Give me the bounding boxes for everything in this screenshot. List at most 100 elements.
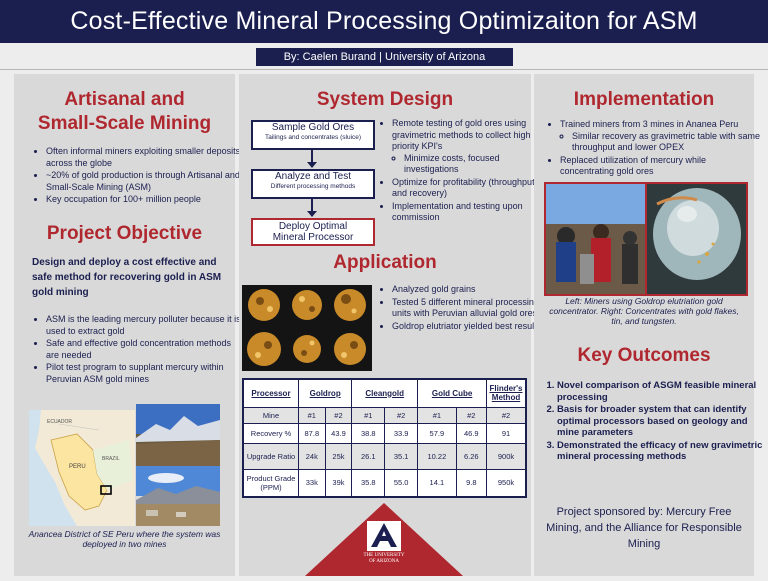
- table-cell: 900k: [486, 442, 527, 470]
- design-bullet: Optimize for profitability (throughput a…: [392, 177, 542, 200]
- right-column: Implementation Trained miners from 3 min…: [534, 74, 762, 576]
- flow-step-title: Sample Gold Ores: [271, 122, 355, 133]
- table-cell: #2: [486, 406, 527, 424]
- table-cell: 33k: [298, 468, 326, 498]
- author-banner: By: Caelen Burand | University of Arizon…: [256, 48, 513, 66]
- table-cell: 87.8: [298, 422, 326, 444]
- table-cell: 46.9: [455, 422, 488, 444]
- application-bullet: Tested 5 different mineral processing un…: [392, 297, 542, 320]
- design-bullet: Remote testing of gold ores using gravim…: [392, 118, 542, 176]
- anancea-marker: [100, 485, 112, 495]
- mountain-photo-1: [136, 404, 220, 466]
- table-cell: #2: [384, 406, 419, 424]
- application-heading: Application: [333, 252, 437, 273]
- asm-heading: Artisanal and Small-Scale Mining: [14, 88, 235, 136]
- table-cell: 35.1: [384, 442, 419, 470]
- concentrates-photo: [645, 182, 748, 296]
- asm-bullets: Often informal miners exploiting smaller…: [32, 146, 242, 207]
- application-bullet: Goldrop elutriator yielded best results: [392, 321, 542, 333]
- application-bullets: Analyzed gold grains Tested 5 different …: [378, 284, 542, 333]
- design-bullets: Remote testing of gold ores using gravim…: [378, 118, 542, 225]
- system-design-heading: System Design: [316, 89, 454, 110]
- table-cell: 57.9: [417, 422, 457, 444]
- table-cell: 10.22: [417, 442, 457, 470]
- table-cell: #1: [351, 406, 386, 424]
- table-header: Processor: [242, 378, 299, 408]
- table-cell: 14.1: [417, 468, 457, 498]
- table-cell: 35.8: [351, 468, 386, 498]
- map-caption: Anancea District of SE Peru where the sy…: [28, 529, 221, 549]
- flow-step-analyze: Analyze and Test Different processing me…: [251, 169, 375, 199]
- gold-grains-image: [242, 285, 372, 371]
- table-cell: 43.9: [324, 422, 353, 444]
- outcomes-list: Novel comparison of ASGM feasible minera…: [540, 380, 767, 464]
- table-cell: 26.1: [351, 442, 386, 470]
- table-cell: #1: [417, 406, 457, 424]
- objective-bullet: ASM is the leading mercury polluter beca…: [46, 314, 242, 337]
- table-cell: 39k: [324, 468, 353, 498]
- design-bullet-text: Remote testing of gold ores using gravim…: [392, 118, 531, 151]
- logo-line2: OF ARIZONA: [369, 559, 399, 564]
- table-row: Upgrade Ratio 24k 25k 26.1 35.1 10.22 6.…: [242, 442, 527, 470]
- design-bullet: Implementation and testing upon commissi…: [392, 201, 542, 224]
- asm-heading-line1: Artisanal and: [64, 89, 185, 110]
- implementation-caption: Left: Miners using Goldrop elutriation g…: [549, 296, 739, 326]
- map-label-brazil: BRAZIL: [102, 456, 120, 462]
- map-label-peru: PERU: [69, 464, 86, 470]
- flow-step-sub: Different processing methods: [270, 183, 356, 190]
- table-header: Gold Cube: [417, 378, 487, 408]
- row-label: Upgrade Ratio: [242, 442, 299, 470]
- impl-sub-bullet: Similar recovery as gravimetric table wi…: [572, 131, 762, 154]
- map-label-ecuador: ECUADOR: [47, 419, 73, 425]
- impl-bullet-text: Trained miners from 3 mines in Ananea Pe…: [560, 119, 739, 129]
- table-cell: #2: [455, 406, 488, 424]
- row-label: Mine: [242, 406, 299, 424]
- table-cell: #1: [298, 406, 326, 424]
- mountain-photo-2: [136, 466, 220, 526]
- flow-arrow-down: [307, 198, 317, 217]
- table-header: Goldrop: [297, 378, 353, 408]
- table-cell: 6.26: [455, 442, 488, 470]
- design-sub-bullet: Minimize costs, focused investigations: [404, 153, 542, 176]
- header-divider: [0, 69, 768, 70]
- impl-bullet: Replaced utilization of mercury while co…: [560, 155, 762, 178]
- flow-step-title: Analyze and Test: [275, 171, 351, 182]
- table-cell: 38.8: [351, 422, 386, 444]
- objective-heading: Project Objective: [46, 223, 203, 244]
- outcome-item: Basis for broader system that can identi…: [557, 404, 767, 439]
- objective-bullets: ASM is the leading mercury polluter beca…: [32, 314, 242, 386]
- objective-statement: Design and deploy a cost effective and s…: [32, 257, 222, 298]
- table-row: Mine #1 #2 #1 #2 #1 #2 #2: [242, 406, 527, 424]
- row-label: Recovery %: [242, 422, 299, 444]
- table-header: Flinder's Method: [486, 378, 527, 408]
- table-cell: 55.0: [384, 468, 419, 498]
- table-cell: 91: [486, 422, 527, 444]
- asm-bullet: ~20% of gold production is through Artis…: [46, 170, 242, 193]
- poster-title: Cost-Effective Mineral Processing Optimi…: [0, 0, 768, 43]
- miners-photo: [544, 182, 647, 296]
- asm-bullet: Key occupation for 100+ million people: [46, 194, 242, 206]
- flow-step-sample: Sample Gold Ores Tailings and concentrat…: [251, 120, 375, 150]
- asm-heading-line2: Small-Scale Mining: [37, 113, 212, 134]
- flow-arrow-down: [307, 149, 317, 168]
- flow-step-title-line1: Deploy Optimal: [278, 221, 348, 232]
- peru-map-image: ECUADOR BRAZIL PERU: [29, 410, 135, 526]
- table-row: Recovery % 87.8 43.9 38.8 33.9 57.9 46.9…: [242, 422, 527, 444]
- flow-step-sub: Tailings and concentrates (sluice): [264, 134, 362, 141]
- objective-bullet: Pilot test program to supplant mercury w…: [46, 362, 242, 385]
- table-cell: 25k: [324, 442, 353, 470]
- application-bullet: Analyzed gold grains: [392, 284, 542, 296]
- row-label: Product Grade (PPM): [242, 468, 299, 498]
- left-column: Artisanal and Small-Scale Mining Often i…: [14, 74, 241, 576]
- logo-text: THE UNIVERSITY OF ARIZONA: [305, 553, 463, 565]
- results-table: Processor Goldrop Cleangold Gold Cube Fl…: [242, 378, 527, 498]
- objective-bullet: Safe and effective gold concentration me…: [46, 338, 242, 361]
- impl-bullet: Trained miners from 3 mines in Ananea Pe…: [560, 119, 762, 154]
- key-outcomes-heading: Key Outcomes: [577, 345, 711, 366]
- table-cell: 9.8: [455, 468, 488, 498]
- outcome-item: Demonstrated the efficacy of new gravime…: [557, 440, 767, 463]
- outcome-item: Novel comparison of ASGM feasible minera…: [557, 380, 767, 403]
- table-header-row: Processor Goldrop Cleangold Gold Cube Fl…: [242, 378, 527, 408]
- table-cell: 24k: [298, 442, 326, 470]
- flow-step-title-line2: Mineral Processor: [272, 232, 354, 243]
